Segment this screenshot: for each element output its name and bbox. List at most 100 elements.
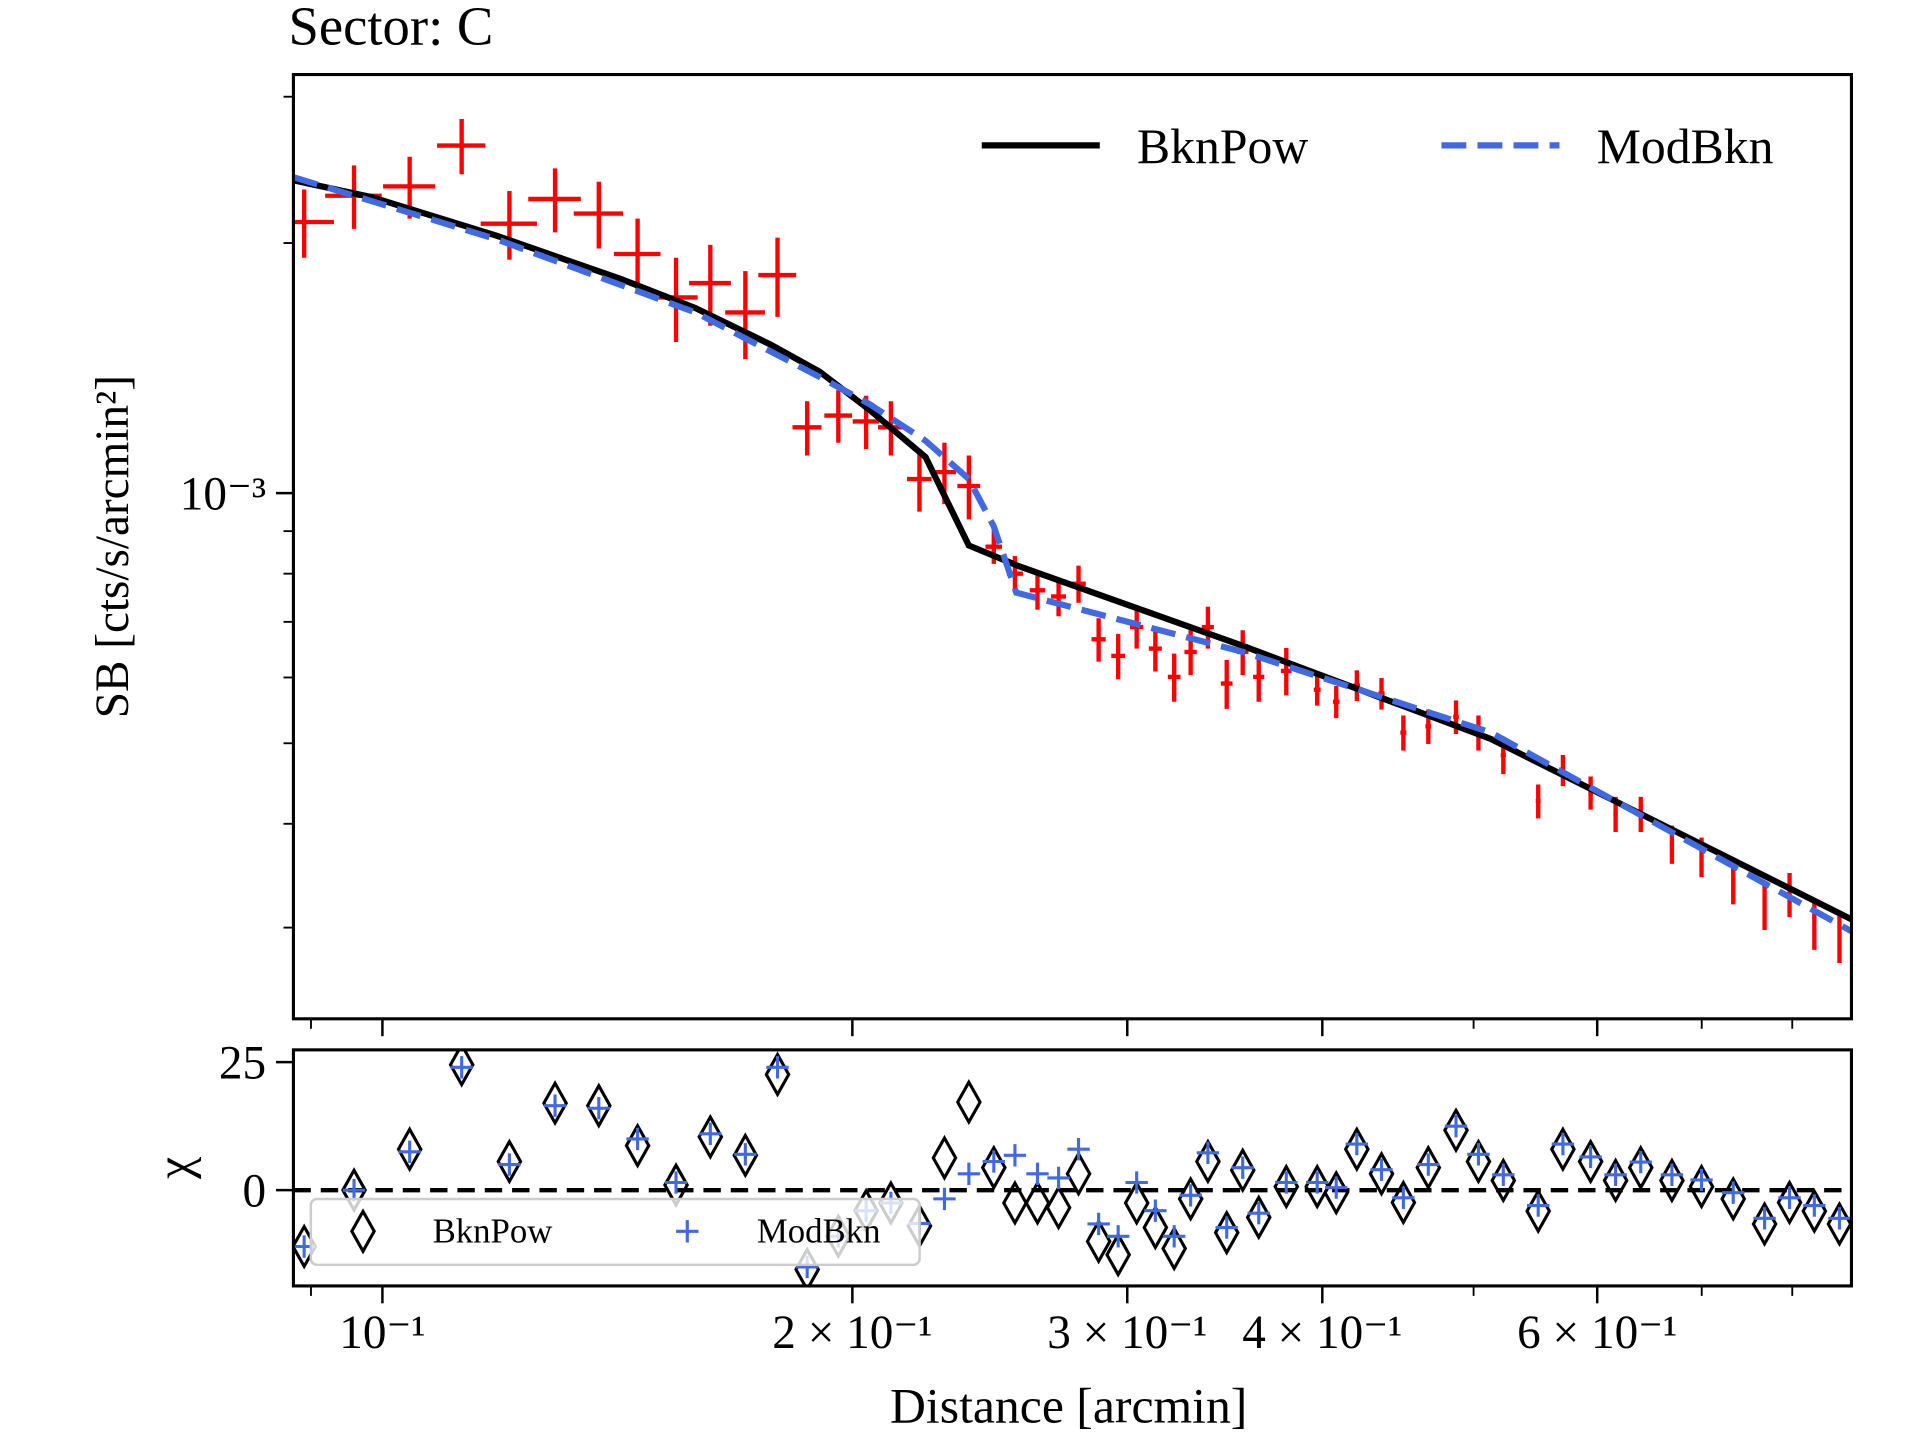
marker-plus xyxy=(1087,1212,1110,1236)
marker-diamond xyxy=(1229,1147,1256,1194)
axes-frame xyxy=(291,1048,1854,1288)
marker-diamond xyxy=(1577,1138,1604,1185)
marker-diamond xyxy=(1443,1107,1469,1154)
marker-plus xyxy=(1492,1163,1515,1186)
marker-plus xyxy=(1753,1207,1776,1230)
marker-plus xyxy=(957,1162,981,1185)
marker-diamond xyxy=(697,1113,724,1160)
legend-swatch xyxy=(676,1220,699,1243)
marker-plus xyxy=(1179,1184,1202,1207)
marker-plus xyxy=(1047,1166,1070,1190)
marker-diamond xyxy=(1105,1231,1132,1278)
marker-diamond xyxy=(1161,1225,1188,1272)
marker-plus xyxy=(1275,1171,1298,1194)
y-tick-label: 10⁻³ xyxy=(180,468,266,520)
marker-plus xyxy=(1778,1186,1801,1210)
marker-plus xyxy=(1444,1114,1468,1138)
marker-plus xyxy=(1196,1141,1220,1164)
marker-plus xyxy=(1803,1194,1826,1217)
y-tick-label: 0 xyxy=(242,1165,266,1217)
marker-plus xyxy=(543,1094,567,1117)
marker-plus xyxy=(587,1097,610,1120)
marker-plus xyxy=(1392,1186,1415,1210)
marker-diamond xyxy=(1045,1184,1072,1231)
marker-diamond xyxy=(931,1134,958,1181)
marker-plus xyxy=(766,1056,789,1079)
marker-plus xyxy=(498,1153,521,1176)
marker-plus xyxy=(342,1178,366,1202)
legend-label: BknPow xyxy=(433,1211,553,1250)
x-axis-label: Distance [arcmin] xyxy=(890,1379,1247,1434)
marker-plus xyxy=(699,1122,722,1146)
marker-plus xyxy=(1417,1153,1440,1176)
marker-plus xyxy=(1345,1132,1369,1156)
axes-frame xyxy=(291,72,1854,1021)
marker-diamond xyxy=(396,1126,423,1173)
marker-plus xyxy=(1067,1138,1090,1161)
plot-area xyxy=(293,119,1852,963)
legend-box xyxy=(309,1197,921,1267)
marker-plus xyxy=(1247,1202,1270,1225)
marker-plus xyxy=(1604,1163,1627,1186)
marker-plus xyxy=(1722,1181,1745,1204)
marker-diamond xyxy=(1065,1150,1092,1197)
marker-diamond xyxy=(1390,1179,1417,1226)
marker-diamond xyxy=(1001,1179,1028,1227)
marker-diamond xyxy=(1776,1179,1803,1226)
marker-plus xyxy=(1003,1144,1027,1167)
chart-title: Sector: C xyxy=(288,0,493,57)
marker-diamond xyxy=(585,1082,612,1129)
marker-diamond xyxy=(1024,1179,1051,1227)
x-tick-label: 10⁻¹ xyxy=(339,1307,425,1359)
marker-plus xyxy=(450,1056,473,1079)
marker-plus xyxy=(1467,1143,1490,1166)
marker-diamond xyxy=(1415,1144,1442,1191)
marker-plus xyxy=(1106,1225,1130,1248)
marker-plus xyxy=(1828,1207,1851,1230)
marker-plus xyxy=(1306,1171,1329,1194)
marker-plus xyxy=(734,1143,757,1166)
legend-swatch xyxy=(350,1208,376,1255)
marker-diamond xyxy=(1273,1163,1300,1210)
legend-label: ModBkn xyxy=(1597,119,1774,174)
x-tick-label: 2 × 10⁻¹ xyxy=(772,1307,932,1359)
marker-plus xyxy=(1163,1225,1186,1248)
marker-plus xyxy=(1629,1150,1652,1174)
marker-diamond xyxy=(1123,1179,1150,1227)
marker-diamond xyxy=(1368,1150,1395,1197)
marker-plus xyxy=(1660,1163,1684,1186)
marker-plus xyxy=(626,1127,649,1151)
marker-diamond xyxy=(1304,1163,1331,1210)
x-tick-label: 6 × 10⁻¹ xyxy=(1517,1307,1677,1359)
legend-label: BknPow xyxy=(1137,119,1308,174)
marker-diamond xyxy=(1177,1175,1204,1222)
marker-plus xyxy=(933,1187,956,1211)
marker-diamond xyxy=(1194,1138,1221,1185)
marker-plus xyxy=(1215,1216,1238,1239)
marker-plus xyxy=(982,1150,1005,1173)
marker-plus xyxy=(1690,1168,1713,1192)
marker-plus xyxy=(1551,1132,1575,1156)
marker-plus xyxy=(1579,1145,1602,1169)
marker-plus xyxy=(1026,1162,1049,1185)
y-tick-label: 25 xyxy=(219,1037,266,1089)
marker-diamond xyxy=(1245,1194,1272,1241)
y-axis-label: SB [cts/s/arcmin²] xyxy=(87,375,139,718)
marker-plus xyxy=(1231,1156,1254,1179)
marker-plus xyxy=(1325,1176,1348,1199)
x-tick-label: 4 × 10⁻¹ xyxy=(1242,1307,1402,1359)
marker-plus xyxy=(1144,1199,1167,1222)
marker-diamond xyxy=(1085,1218,1112,1265)
marker-plus xyxy=(398,1140,421,1163)
marker-plus xyxy=(1527,1194,1550,1217)
marker-plus xyxy=(1125,1171,1148,1194)
marker-diamond xyxy=(448,1049,475,1088)
marker-plus xyxy=(1370,1158,1393,1181)
y-axis-label: χ xyxy=(146,1157,201,1180)
x-tick-label: 3 × 10⁻¹ xyxy=(1047,1307,1207,1359)
marker-diamond xyxy=(1142,1204,1169,1251)
marker-diamond xyxy=(542,1080,569,1127)
marker-diamond xyxy=(732,1132,759,1179)
